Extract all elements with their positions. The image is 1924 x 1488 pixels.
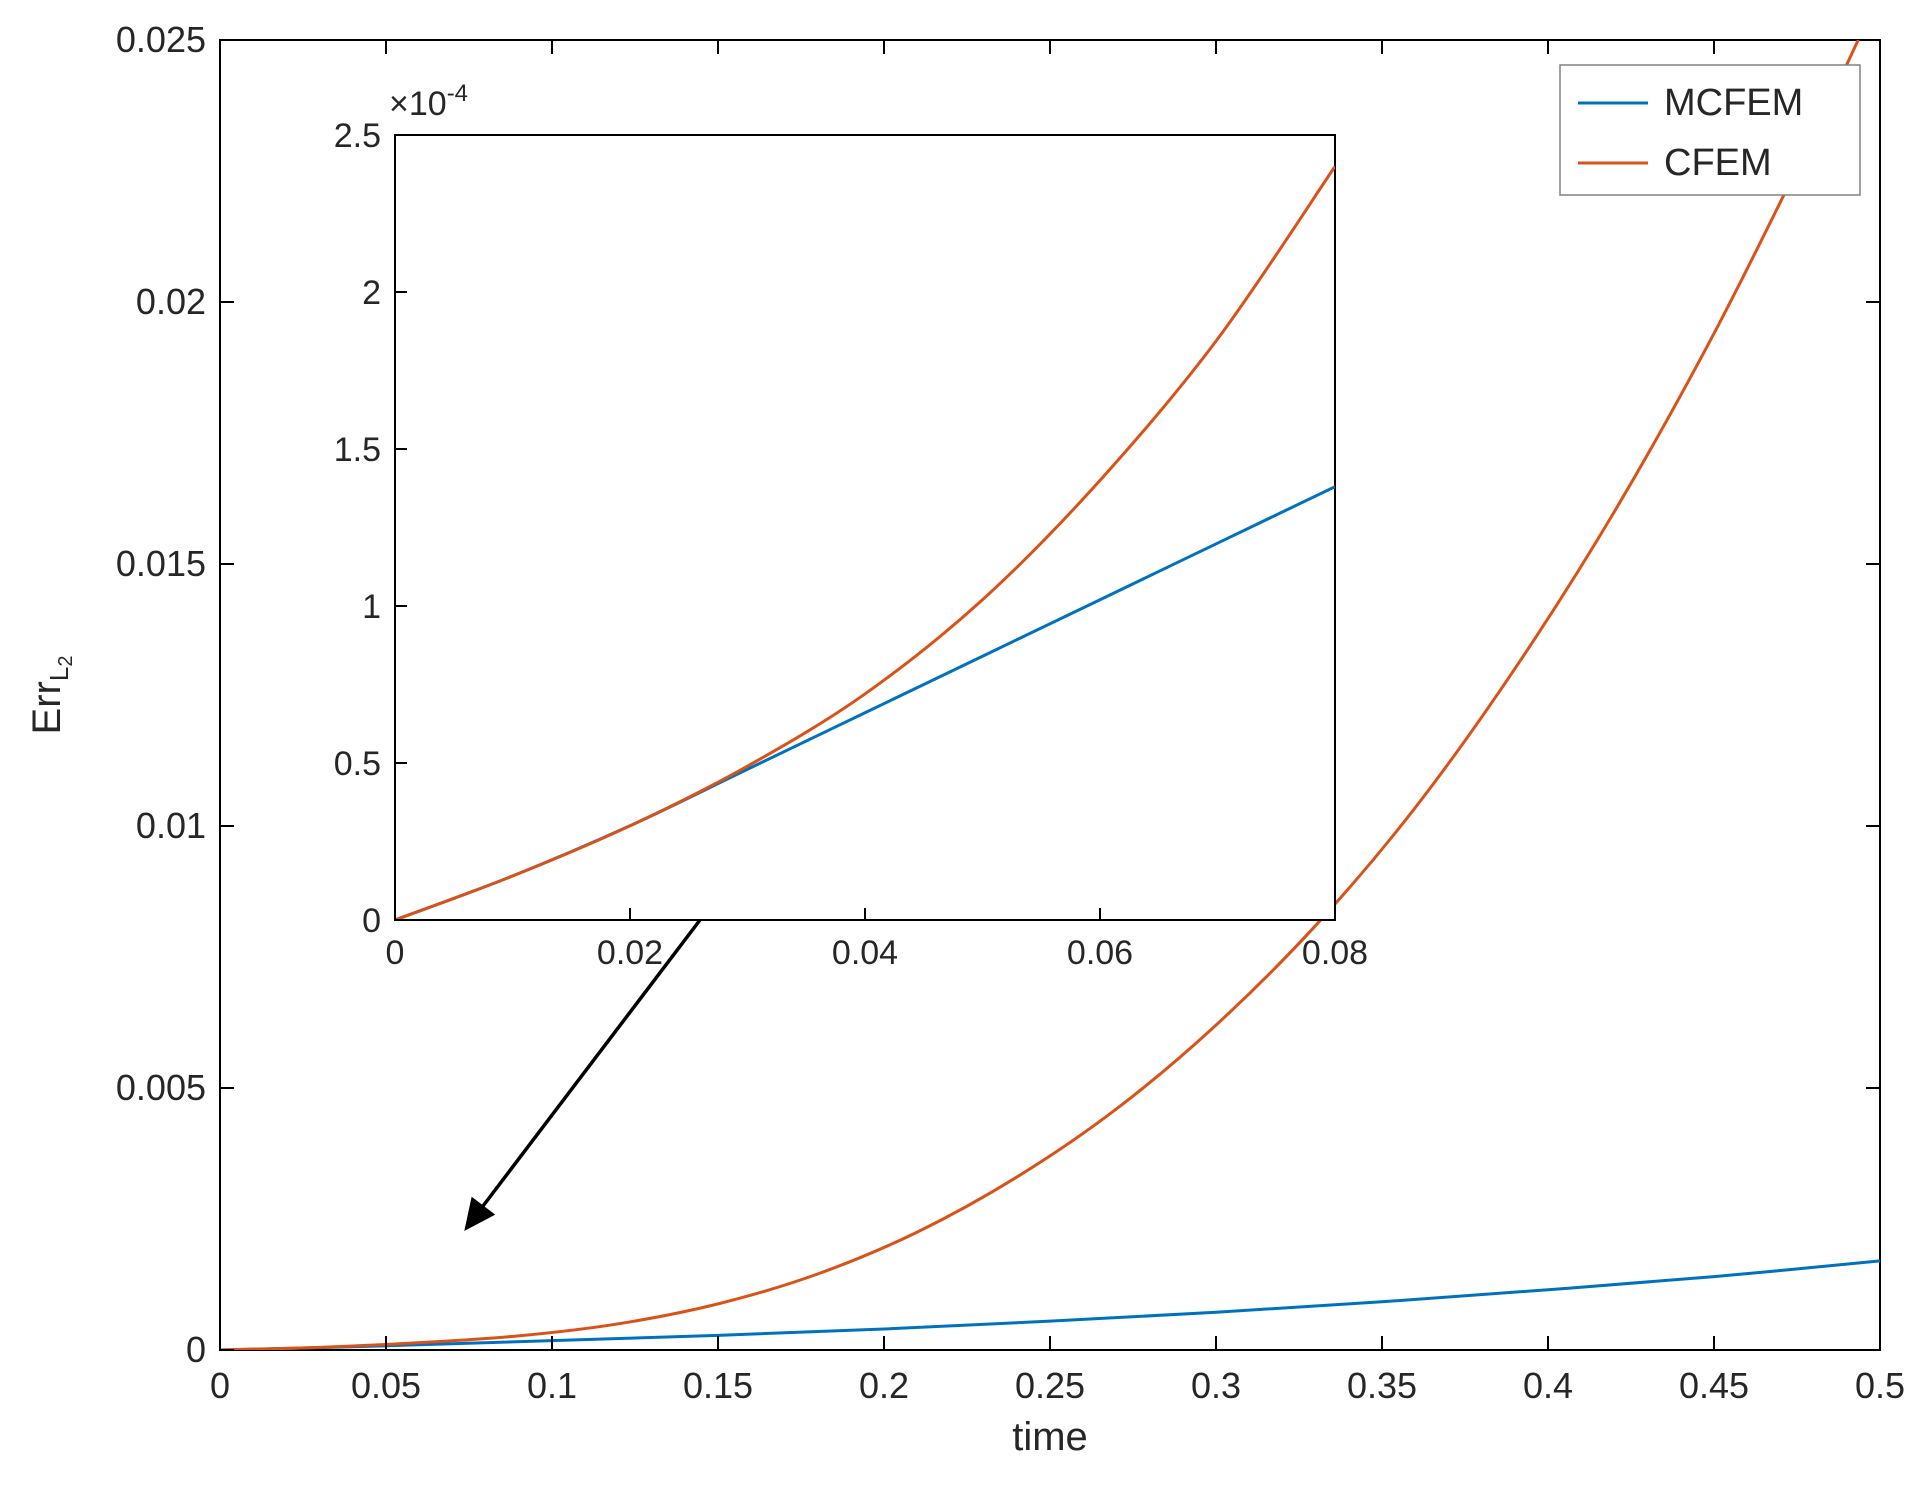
x-tick-label: 0 — [386, 934, 405, 972]
inset-scale-label: ×10-4 — [389, 80, 468, 123]
callout-arrow-head — [465, 1198, 494, 1230]
x-tick-label: 0.02 — [597, 934, 663, 972]
x-tick-label: 0.45 — [1679, 1365, 1749, 1406]
x-tick-label: 0.25 — [1015, 1365, 1085, 1406]
y-tick-label: 0.025 — [116, 19, 206, 60]
y-tick-label: 2.5 — [334, 117, 381, 155]
y-axis-label: ErrL2 — [25, 656, 77, 735]
y-tick-label: 0.5 — [334, 745, 381, 783]
x-tick-label: 0.1 — [527, 1365, 577, 1406]
y-tick-label: 0.02 — [136, 281, 206, 322]
y-tick-label: 0 — [362, 902, 381, 940]
legend-label-mcfem: MCFEM — [1664, 82, 1803, 124]
x-tick-label: 0.06 — [1067, 934, 1133, 972]
x-axis-label: time — [1012, 1415, 1088, 1459]
y-tick-label: 0.01 — [136, 805, 206, 846]
y-tick-label: 0.015 — [116, 543, 206, 584]
x-tick-label: 0.04 — [832, 934, 898, 972]
y-tick-label: 0 — [186, 1329, 206, 1370]
x-tick-label: 0.05 — [351, 1365, 421, 1406]
callout-arrow — [483, 920, 700, 1206]
x-tick-label: 0.15 — [683, 1365, 753, 1406]
legend-label-cfem: CFEM — [1664, 142, 1772, 184]
inset-plot-area — [395, 135, 1335, 920]
x-tick-label: 0.5 — [1855, 1365, 1905, 1406]
y-tick-label: 2 — [362, 274, 381, 312]
x-tick-label: 0.35 — [1347, 1365, 1417, 1406]
y-tick-label: 0.005 — [116, 1067, 206, 1108]
y-tick-label: 1 — [362, 588, 381, 626]
chart-svg: 0 0.05 0.1 0.15 0.2 0.25 0.3 0.35 0.4 0.45 0.5 0 0.0… — [0, 0, 1924, 1488]
x-tick-label: 0.2 — [859, 1365, 909, 1406]
x-tick-label: 0 — [210, 1365, 230, 1406]
x-tick-label: 0.4 — [1523, 1365, 1573, 1406]
y-tick-label: 1.5 — [334, 431, 381, 469]
figure-root: 0 0.05 0.1 0.15 0.2 0.25 0.3 0.35 0.4 0.45 0.5 0 0.0… — [0, 0, 1924, 1488]
x-tick-label: 0.3 — [1191, 1365, 1241, 1406]
x-tick-label: 0.08 — [1302, 934, 1368, 972]
